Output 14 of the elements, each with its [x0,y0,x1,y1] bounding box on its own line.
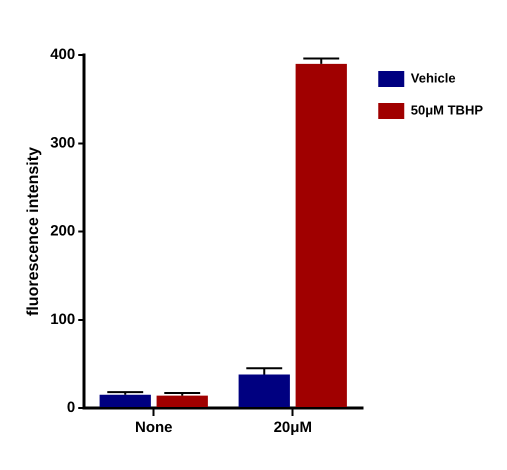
legend-label: 50μM TBHP [410,102,484,118]
y-tick-label: 300 [50,134,76,152]
legend-label: Vehicle [410,70,456,86]
bar [238,374,290,407]
y-tick-label: 200 [50,222,76,240]
x-tick-label: 20μM [274,419,312,436]
y-axis-title: fluorescence intensity [25,146,42,316]
y-tick-label: 400 [50,46,76,64]
y-tick-label: 100 [50,310,76,328]
x-tick-label: None [134,419,172,436]
bar [156,396,208,407]
bar [100,394,151,407]
bar [296,64,347,407]
y-tick-label: 0 [66,399,76,416]
